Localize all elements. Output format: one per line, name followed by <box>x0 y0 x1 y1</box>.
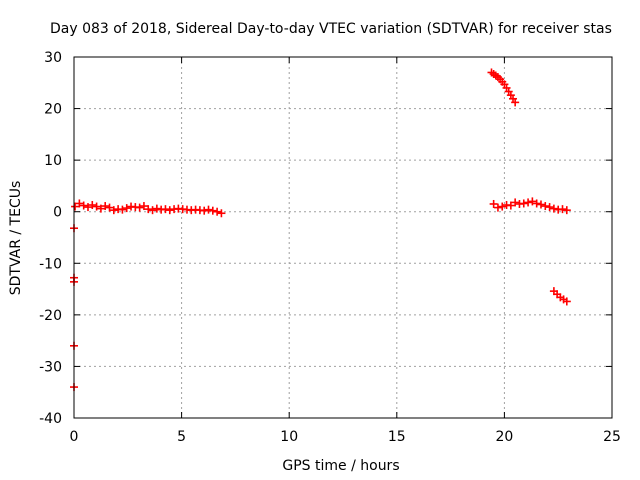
data-point <box>511 198 520 207</box>
data-point <box>528 197 537 206</box>
y-axis-label: SDTVAR / TECUs <box>8 181 24 296</box>
data-point <box>135 203 144 212</box>
data-point <box>152 204 161 213</box>
data-point <box>562 297 571 306</box>
x-tick-label: 10 <box>280 429 298 445</box>
x-tick-label: 25 <box>603 429 621 445</box>
data-point <box>109 206 118 215</box>
data-point <box>536 200 545 209</box>
data-point <box>541 202 550 211</box>
y-tick-label: 20 <box>44 102 62 118</box>
y-tick-label: -30 <box>39 359 62 375</box>
data-point <box>545 203 554 212</box>
data-point <box>204 205 213 214</box>
plot-frame <box>73 56 613 419</box>
data-point <box>101 202 110 211</box>
data-point <box>79 201 88 210</box>
data-point <box>144 205 153 214</box>
data-point <box>139 202 148 211</box>
data-point <box>511 98 520 107</box>
y-tick-label: -40 <box>39 411 62 427</box>
grid <box>74 57 612 418</box>
y-tick-label: -10 <box>39 256 62 272</box>
data-point <box>118 205 127 214</box>
data-point <box>217 209 226 218</box>
data-point <box>165 206 174 215</box>
data-point <box>524 198 533 207</box>
data-point <box>92 202 101 211</box>
data-point <box>208 206 217 215</box>
data-point <box>122 204 131 213</box>
data-point <box>519 199 528 208</box>
data-point <box>498 202 507 211</box>
data-point <box>506 201 515 210</box>
x-axis-label: GPS time / hours <box>282 458 399 474</box>
data-point <box>96 204 105 213</box>
data-point <box>83 203 92 212</box>
data-point <box>71 202 80 211</box>
x-tick-label: 15 <box>388 429 406 445</box>
data-point <box>161 205 170 214</box>
y-tick-label: 10 <box>44 153 62 169</box>
data-point <box>558 205 567 214</box>
data-point <box>532 199 541 208</box>
y-tick-label: 30 <box>44 50 62 66</box>
data-point <box>562 206 571 215</box>
axis-ticks: 0 5 10 15 20 25 -40 -30 -20 -10 0 10 20 30 <box>39 50 621 445</box>
data-point <box>75 199 84 208</box>
y-tick-label: -20 <box>39 308 62 324</box>
data-point <box>148 206 157 215</box>
data-point <box>213 207 222 216</box>
x-tick-label: 0 <box>70 429 79 445</box>
x-tick-label: 5 <box>177 429 186 445</box>
y-tick-label: 0 <box>53 205 62 221</box>
data-point <box>105 203 114 212</box>
data-point <box>88 201 97 210</box>
data-point <box>489 199 498 208</box>
data-point <box>200 206 209 215</box>
data-point <box>493 203 502 212</box>
data-point <box>549 204 558 213</box>
x-tick-label: 20 <box>495 429 513 445</box>
chart-title: Day 083 of 2018, Sidereal Day-to-day VTE… <box>50 21 612 37</box>
